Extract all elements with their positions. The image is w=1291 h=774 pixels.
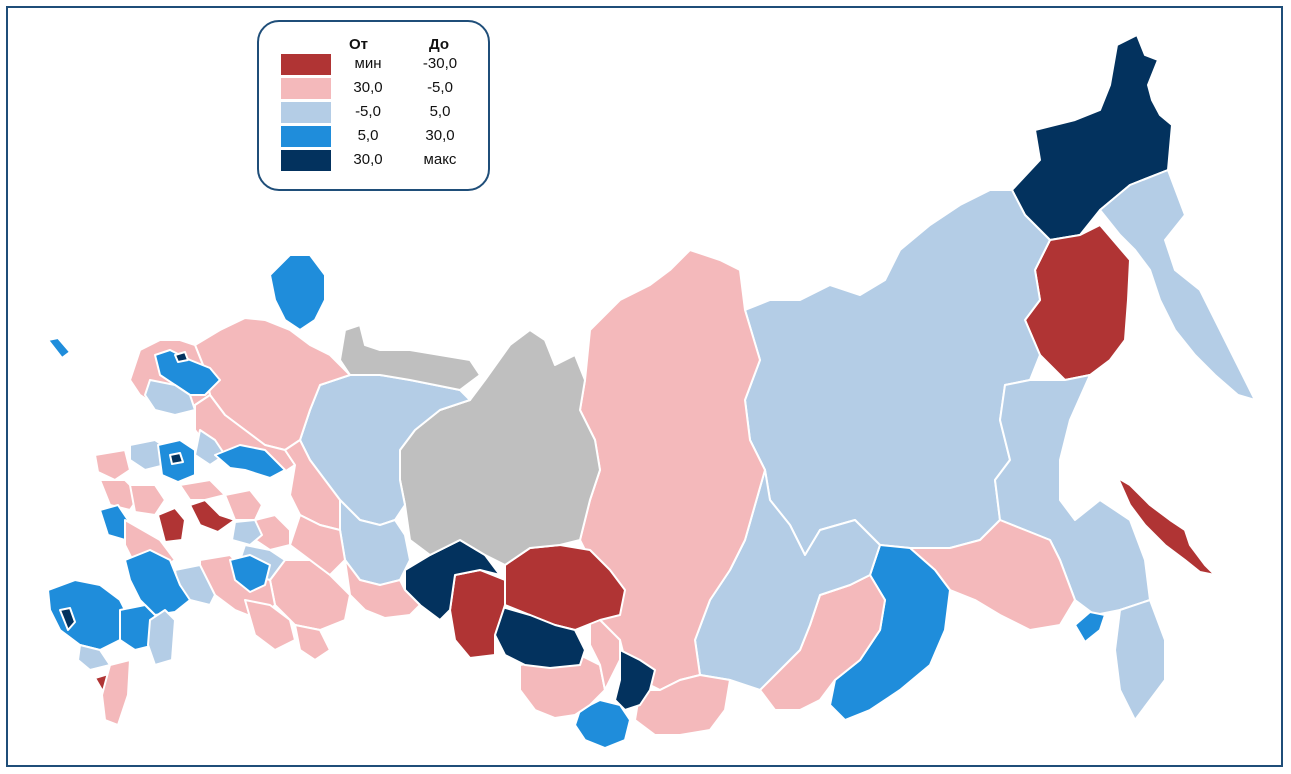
region-ryazan: [179, 479, 226, 501]
region-smolensk: [94, 449, 131, 481]
legend-swatch: [281, 126, 331, 147]
legend-swatch: [281, 54, 331, 75]
region-kostroma: [214, 444, 286, 479]
legend-from: 30,0: [353, 151, 383, 168]
legend-from: 30,0: [353, 79, 383, 96]
region-rostov: [124, 549, 191, 616]
region-kabardino: [77, 644, 111, 671]
region-volgograd: [229, 554, 271, 593]
legend-from: мин: [354, 55, 382, 72]
legend-swatch: [281, 78, 331, 99]
legend-to: 30,0: [425, 127, 455, 144]
legend-header-from: От: [349, 36, 369, 53]
region-primorye: [1114, 599, 1166, 721]
region-chechnya: [101, 659, 131, 726]
region-jewish-ao: [1074, 611, 1106, 643]
legend-from: -5,0: [355, 103, 381, 120]
legend-to: 5,0: [429, 103, 451, 120]
legend-from: 5,0: [357, 127, 379, 144]
legend-row: 30,0 -5,0: [259, 78, 488, 101]
region-novosibirsk: [494, 604, 586, 669]
legend-header-to: До: [429, 36, 450, 53]
region-nenets: [339, 324, 481, 391]
region-altai-republic: [574, 699, 631, 749]
region-kemerovo: [589, 619, 621, 691]
region-yamal-khmao: [399, 329, 601, 566]
region-krasnodar: [47, 579, 131, 651]
region-lower-volga: [294, 624, 331, 661]
region-amur: [909, 519, 1076, 631]
legend-row: -5,0 5,0: [259, 102, 488, 125]
region-chelyabinsk: [344, 559, 421, 619]
legend-swatch: [281, 102, 331, 123]
region-kamchatka: [1099, 169, 1256, 401]
legend-to: макс: [423, 151, 457, 168]
legend-to: -5,0: [427, 79, 453, 96]
region-murmansk: [269, 254, 326, 331]
legend-to: -30,0: [422, 55, 458, 72]
region-spb: [174, 351, 189, 363]
region-astrakhan: [244, 599, 296, 651]
region-bashkortostan: [289, 514, 346, 576]
legend-row: мин -30,0: [259, 54, 488, 77]
region-khakassia: [614, 649, 656, 711]
region-dagestan: [147, 609, 176, 666]
region-omsk: [449, 569, 506, 659]
region-tyva: [634, 674, 731, 736]
region-novgorod: [144, 379, 196, 416]
region-lipetsk: [157, 507, 186, 543]
region-orel: [129, 484, 166, 516]
region-kaliningrad: [47, 337, 71, 359]
legend-row: 5,0 30,0: [259, 126, 488, 149]
legend-box: От До мин -30,0 30,0 -5,0 -5,0 5,0 5,0 3…: [257, 20, 490, 191]
legend-swatch: [281, 150, 331, 171]
region-ulyanovsk: [231, 519, 263, 546]
region-kursk: [99, 504, 129, 541]
region-moscow-city: [169, 452, 184, 465]
region-adygea: [59, 607, 76, 631]
region-sakhalin: [1117, 477, 1216, 576]
legend-row: 30,0 макс: [259, 150, 488, 173]
region-penza: [224, 489, 263, 521]
